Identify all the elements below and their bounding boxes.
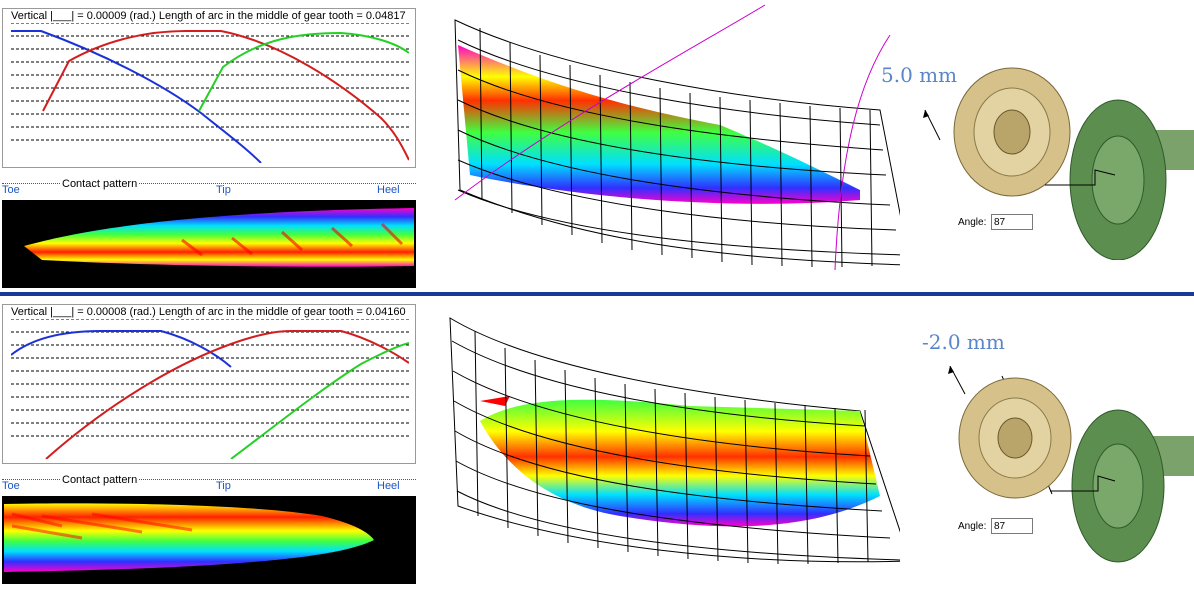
transmission-error-frame: Vertical |___| = 0.00009 (rad.) Length o…: [2, 8, 416, 168]
angle-input[interactable]: [991, 518, 1033, 534]
transmission-error-title: Vertical |___| = 0.00008 (rad.) Length o…: [9, 306, 408, 318]
gear-pair-illustration: [948, 366, 1194, 563]
transmission-error-title: Vertical |___| = 0.00009 (rad.) Length o…: [9, 10, 408, 22]
analysis-panel-bottom: Vertical |___| = 0.00008 (rad.) Length o…: [0, 296, 1194, 590]
offset-value: -2.0 mm: [922, 330, 1005, 354]
contact-pattern-image: [2, 496, 416, 584]
gear-pair-illustration: [923, 67, 1194, 260]
angle-input[interactable]: [991, 214, 1033, 230]
offset-value: 5.0 mm: [881, 63, 958, 87]
angle-control: Angle:: [958, 517, 1033, 537]
contact-pattern-image: [2, 200, 416, 288]
angle-control: Angle:: [958, 213, 1033, 233]
axis-tip: Tip: [216, 184, 231, 196]
panel-divider: [0, 292, 1194, 296]
contact-pattern-heading: Contact pattern: [0, 178, 420, 190]
tooth-surface-mesh: [449, 317, 900, 565]
axis-toe: Toe: [2, 184, 20, 196]
analysis-panel-top: Vertical |___| = 0.00009 (rad.) Length o…: [0, 0, 1194, 294]
axis-toe: Toe: [2, 480, 20, 492]
contact-pattern-heading: Contact pattern: [0, 474, 420, 486]
contact-pattern-axis: Toe Tip Heel: [0, 480, 420, 493]
axis-heel: Heel: [377, 480, 400, 492]
axis-tip: Tip: [216, 480, 231, 492]
transmission-error-frame: Vertical |___| = 0.00008 (rad.) Length o…: [2, 304, 416, 464]
transmission-error-plot: [11, 23, 409, 163]
axis-heel: Heel: [377, 184, 400, 196]
tooth-surface-mesh: [454, 4, 900, 271]
contact-pattern-axis: Toe Tip Heel: [0, 184, 420, 197]
transmission-error-plot: [11, 319, 409, 459]
